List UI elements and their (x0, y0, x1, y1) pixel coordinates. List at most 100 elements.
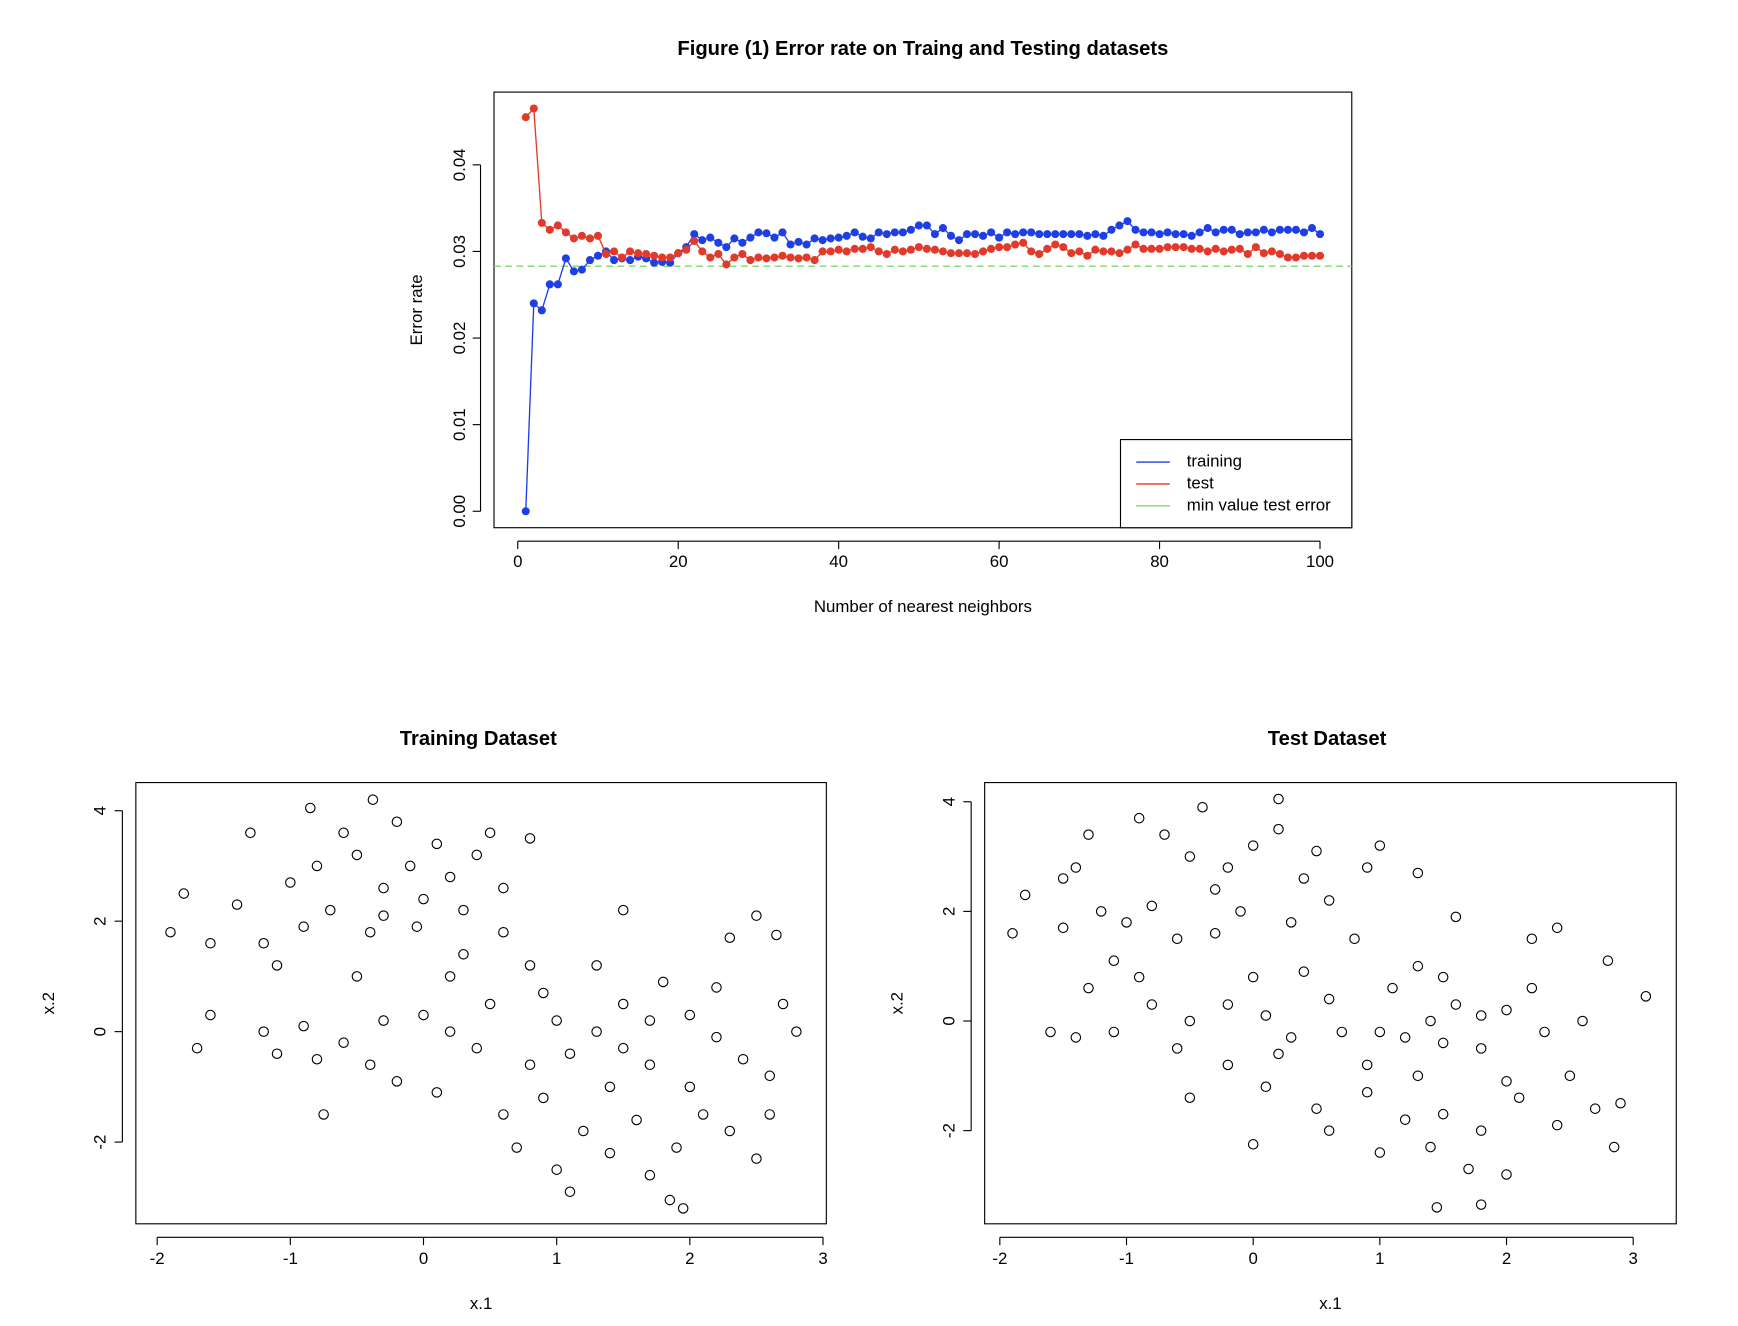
point (1197, 801, 1208, 813)
point (690, 230, 699, 239)
point (1526, 933, 1538, 945)
point (1475, 1125, 1487, 1136)
point (1163, 228, 1172, 237)
point (738, 249, 747, 259)
point (1184, 1092, 1196, 1104)
point (1437, 971, 1449, 983)
point (351, 849, 363, 861)
point (818, 236, 827, 245)
point (1315, 230, 1325, 239)
point (524, 1059, 536, 1071)
x-tick-label: 0 (1248, 1249, 1257, 1268)
point (364, 926, 376, 938)
point (1311, 1103, 1322, 1114)
point (1171, 243, 1180, 252)
point (1602, 955, 1614, 966)
point (418, 1009, 429, 1021)
y-tick-label: 0.04 (450, 148, 469, 181)
point (1501, 1004, 1512, 1016)
point (529, 299, 538, 308)
point (205, 1009, 216, 1021)
x-tick-label: 2 (685, 1249, 694, 1268)
point (1171, 933, 1183, 945)
point (178, 888, 190, 899)
x-tick-label: 3 (1629, 1249, 1638, 1268)
point (866, 234, 875, 243)
point (1051, 230, 1060, 239)
y-axis-label: x.2 (39, 992, 58, 1014)
point (850, 244, 859, 253)
point (995, 233, 1004, 242)
x-tick-label: 0 (419, 1249, 428, 1268)
point (737, 1053, 749, 1065)
point (724, 1125, 736, 1137)
point (631, 1114, 642, 1126)
point (1247, 971, 1259, 983)
point (1475, 1010, 1487, 1021)
point (609, 247, 619, 256)
point (378, 882, 389, 894)
point (1075, 230, 1084, 239)
point (1267, 228, 1276, 237)
point (1307, 224, 1317, 233)
x-tick-label: -1 (283, 1249, 298, 1268)
point (1247, 840, 1259, 851)
y-tick-label: 0 (939, 1016, 958, 1025)
point (1412, 867, 1424, 879)
point (1291, 225, 1300, 234)
y-tick-label: 0.00 (450, 495, 469, 528)
point (1011, 230, 1020, 239)
point (258, 1026, 269, 1037)
point (1399, 1114, 1411, 1125)
point (642, 249, 651, 259)
point (1155, 230, 1164, 239)
point (1227, 225, 1236, 234)
point (898, 247, 907, 256)
point (724, 932, 736, 944)
point (1059, 230, 1068, 239)
point (1115, 221, 1124, 230)
point (1211, 228, 1220, 237)
point (970, 230, 980, 239)
x-tick-label: 100 (1306, 552, 1334, 571)
point (551, 1015, 562, 1026)
point (1107, 247, 1116, 256)
point (1323, 993, 1335, 1005)
point (858, 232, 867, 241)
point (271, 960, 283, 971)
point (1275, 249, 1284, 259)
legend-label: min value test error (1187, 495, 1331, 514)
point (1070, 1032, 1082, 1043)
point (764, 1070, 776, 1082)
point (585, 256, 594, 265)
point (1285, 917, 1297, 928)
point (970, 249, 980, 259)
point (617, 904, 629, 916)
point (378, 910, 389, 921)
point (1019, 238, 1028, 247)
point (404, 860, 416, 872)
point (1501, 1076, 1512, 1087)
x-tick-label: -2 (150, 1249, 165, 1268)
point (754, 228, 763, 237)
point (471, 849, 483, 861)
point (1336, 1026, 1348, 1038)
point (1259, 225, 1268, 234)
point (1539, 1026, 1550, 1038)
point (498, 1109, 509, 1120)
point (1187, 244, 1196, 253)
point (1283, 253, 1292, 262)
point (311, 1053, 323, 1065)
point (842, 247, 851, 256)
x-axis-label: x.1 (470, 1294, 492, 1313)
point (484, 998, 496, 1010)
point (1184, 1015, 1196, 1027)
point (1564, 1070, 1576, 1082)
point (545, 280, 554, 289)
point (1075, 247, 1084, 256)
point (1431, 1202, 1443, 1213)
point (834, 233, 843, 242)
point (537, 218, 546, 227)
point (890, 228, 899, 237)
